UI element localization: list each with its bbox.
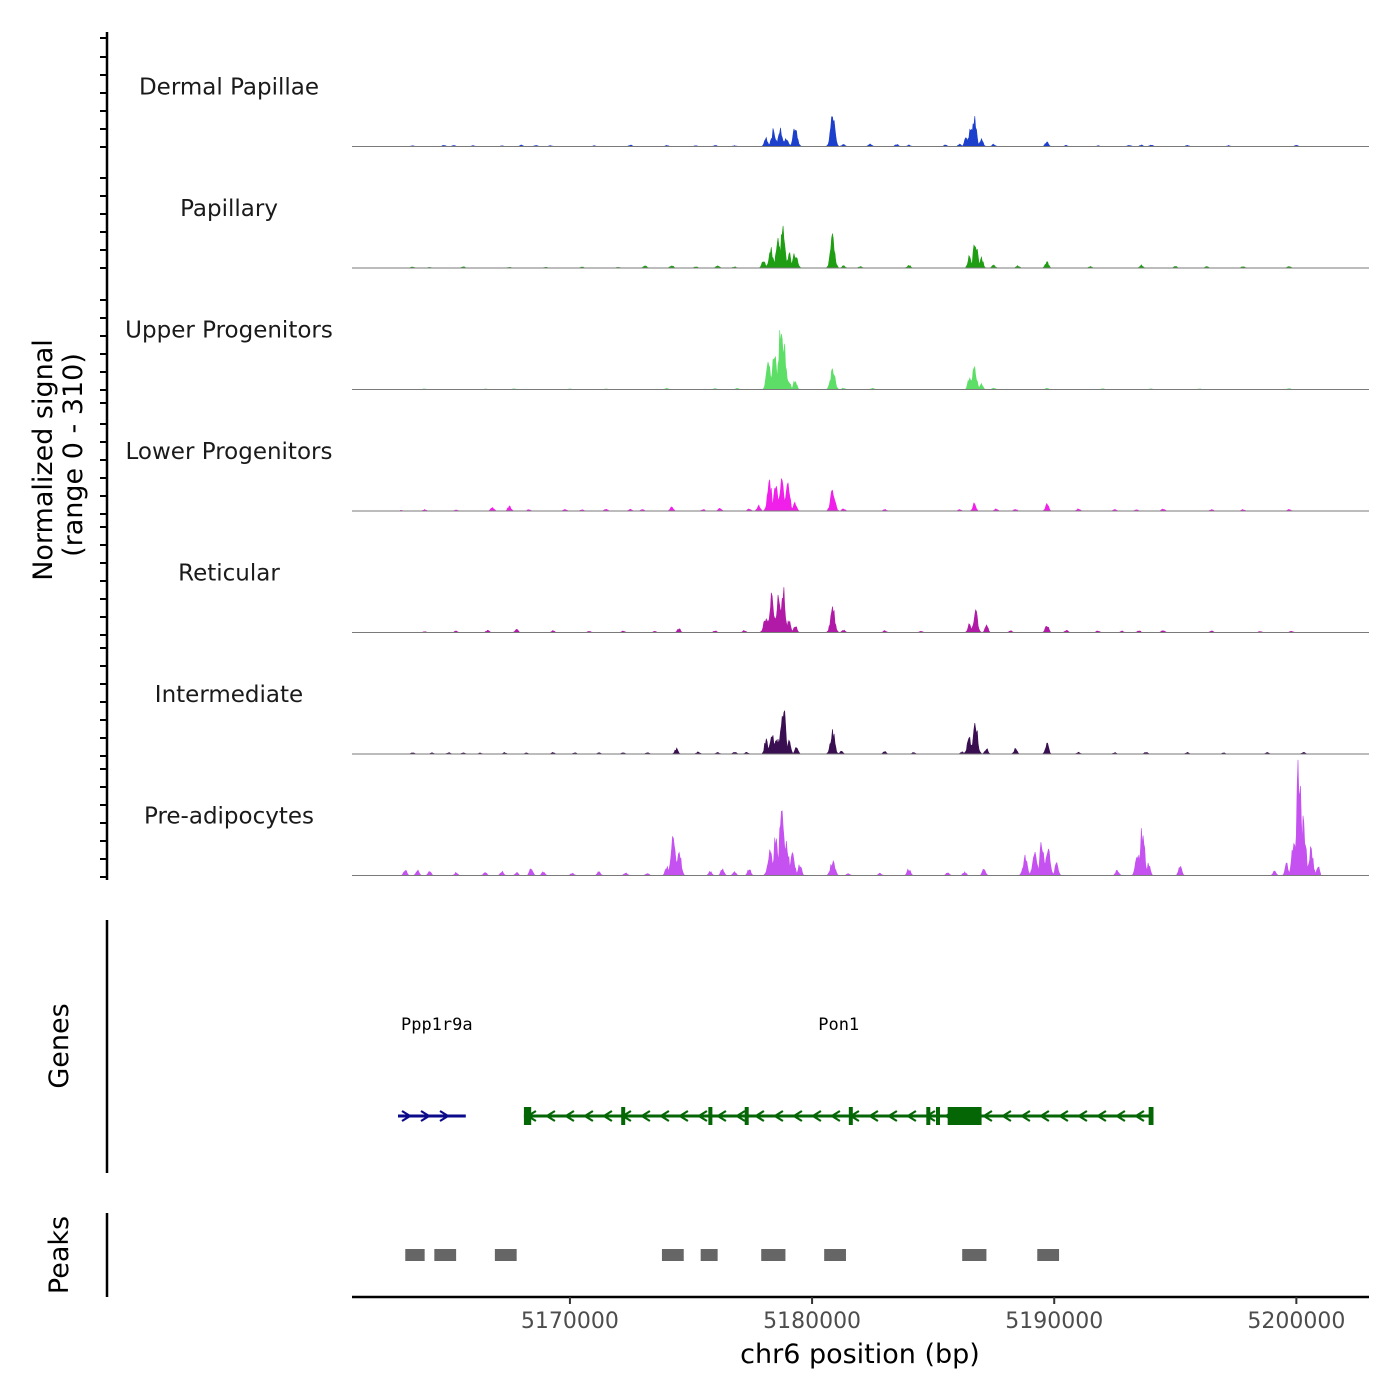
strand-chevron bbox=[1019, 1110, 1031, 1122]
track-label-reticular: Reticular bbox=[178, 561, 280, 587]
gene-exon bbox=[848, 1107, 853, 1125]
signal-area-reticular bbox=[400, 587, 1321, 633]
track-label-pre-adipocytes: Pre-adipocytes bbox=[144, 804, 314, 830]
strand-chevron bbox=[677, 1110, 689, 1122]
gene-pon1: Pon1 bbox=[523, 1015, 1154, 1125]
strand-chevron bbox=[563, 1110, 575, 1122]
signal-area-lower-progenitors bbox=[400, 477, 1321, 512]
strand-chevron bbox=[734, 1110, 746, 1122]
track-upper-progenitors: Upper Progenitors bbox=[125, 318, 1369, 390]
strand-chevron bbox=[420, 1110, 432, 1122]
strand-chevron bbox=[439, 1110, 451, 1122]
gene-coding-block bbox=[947, 1107, 982, 1125]
peak-region bbox=[700, 1249, 718, 1261]
coverage-y-axis bbox=[100, 32, 109, 880]
strand-chevron bbox=[1133, 1110, 1145, 1122]
track-lower-progenitors: Lower Progenitors bbox=[126, 439, 1369, 512]
peak-region bbox=[1037, 1249, 1060, 1261]
peak-region bbox=[405, 1249, 425, 1261]
strand-chevron bbox=[1076, 1110, 1088, 1122]
strand-chevron bbox=[544, 1110, 556, 1122]
strand-chevron bbox=[1057, 1110, 1069, 1122]
strand-chevron bbox=[829, 1110, 841, 1122]
strand-chevron bbox=[753, 1110, 765, 1122]
gene-coding-block bbox=[1148, 1107, 1154, 1125]
gene-coding-block bbox=[523, 1107, 532, 1125]
gene-label: Pon1 bbox=[818, 1015, 859, 1035]
track-label-dermal-papillae: Dermal Papillae bbox=[139, 75, 319, 101]
strand-chevron bbox=[1095, 1110, 1107, 1122]
coverage-tracks: Dermal Papillae Papillary Upper Progenitor… bbox=[125, 75, 1369, 876]
gene-label: Ppp1r9a bbox=[401, 1015, 473, 1035]
strand-chevron bbox=[401, 1110, 413, 1122]
peak-regions bbox=[405, 1249, 1060, 1261]
signal-area-upper-progenitors bbox=[400, 330, 1321, 390]
track-label-papillary: Papillary bbox=[180, 196, 278, 222]
strand-chevron bbox=[791, 1110, 803, 1122]
gene-exon bbox=[935, 1107, 940, 1125]
x-tick-label: 5200000 bbox=[1247, 1309, 1345, 1334]
strand-chevron bbox=[905, 1110, 917, 1122]
coverage-y-axis-title-line1: Normalized signal bbox=[28, 339, 59, 581]
genes-axis-title: Genes bbox=[44, 1003, 75, 1088]
coverage-y-axis-title-line2: (range 0 - 310) bbox=[58, 353, 89, 557]
gene-exon bbox=[708, 1107, 713, 1125]
gene-annotations: Ppp1r9a Pon1 bbox=[398, 1015, 1154, 1125]
track-label-upper-progenitors: Upper Progenitors bbox=[125, 318, 333, 344]
strand-chevron bbox=[1038, 1110, 1050, 1122]
peak-region bbox=[434, 1249, 457, 1261]
gene-exon bbox=[621, 1107, 626, 1125]
peak-region bbox=[962, 1249, 987, 1261]
x-tick-label: 5170000 bbox=[521, 1309, 619, 1334]
peak-region bbox=[494, 1249, 517, 1261]
signal-area-intermediate bbox=[400, 710, 1321, 755]
track-dermal-papillae: Dermal Papillae bbox=[139, 75, 1369, 147]
strand-chevron bbox=[696, 1110, 708, 1122]
x-axis: 5170000 5180000 5190000 5200000 bbox=[521, 1297, 1345, 1334]
track-papillary: Papillary bbox=[180, 196, 1369, 269]
x-tick-label: 5190000 bbox=[1005, 1309, 1103, 1334]
track-pre-adipocytes: Pre-adipocytes bbox=[144, 759, 1369, 876]
strand-chevron bbox=[810, 1110, 822, 1122]
peaks-axis-title: Peaks bbox=[44, 1216, 75, 1294]
strand-chevron bbox=[981, 1110, 993, 1122]
gene-exon bbox=[744, 1107, 749, 1125]
strand-chevron bbox=[658, 1110, 670, 1122]
strand-chevron bbox=[772, 1110, 784, 1122]
track-label-lower-progenitors: Lower Progenitors bbox=[126, 439, 333, 465]
signal-area-dermal-papillae bbox=[400, 116, 1321, 147]
strand-chevron bbox=[886, 1110, 898, 1122]
strand-chevron bbox=[715, 1110, 727, 1122]
track-intermediate: Intermediate bbox=[155, 682, 1369, 755]
x-axis-title: chr6 position (bp) bbox=[740, 1339, 980, 1370]
signal-area-papillary bbox=[400, 225, 1321, 269]
strand-chevron bbox=[639, 1110, 651, 1122]
track-label-intermediate: Intermediate bbox=[155, 682, 303, 708]
gene-exon bbox=[926, 1107, 931, 1125]
track-reticular: Reticular bbox=[178, 561, 1369, 633]
peak-region bbox=[661, 1249, 684, 1261]
signal-area-pre-adipocytes bbox=[400, 759, 1321, 876]
x-tick-label: 5180000 bbox=[763, 1309, 861, 1334]
strand-chevron bbox=[1114, 1110, 1126, 1122]
peak-region bbox=[761, 1249, 786, 1261]
peak-region bbox=[824, 1249, 846, 1261]
strand-chevron bbox=[582, 1110, 594, 1122]
strand-chevron bbox=[601, 1110, 613, 1122]
strand-chevron bbox=[867, 1110, 879, 1122]
strand-chevron bbox=[1000, 1110, 1012, 1122]
gene-ppp1r9a: Ppp1r9a bbox=[398, 1015, 473, 1122]
